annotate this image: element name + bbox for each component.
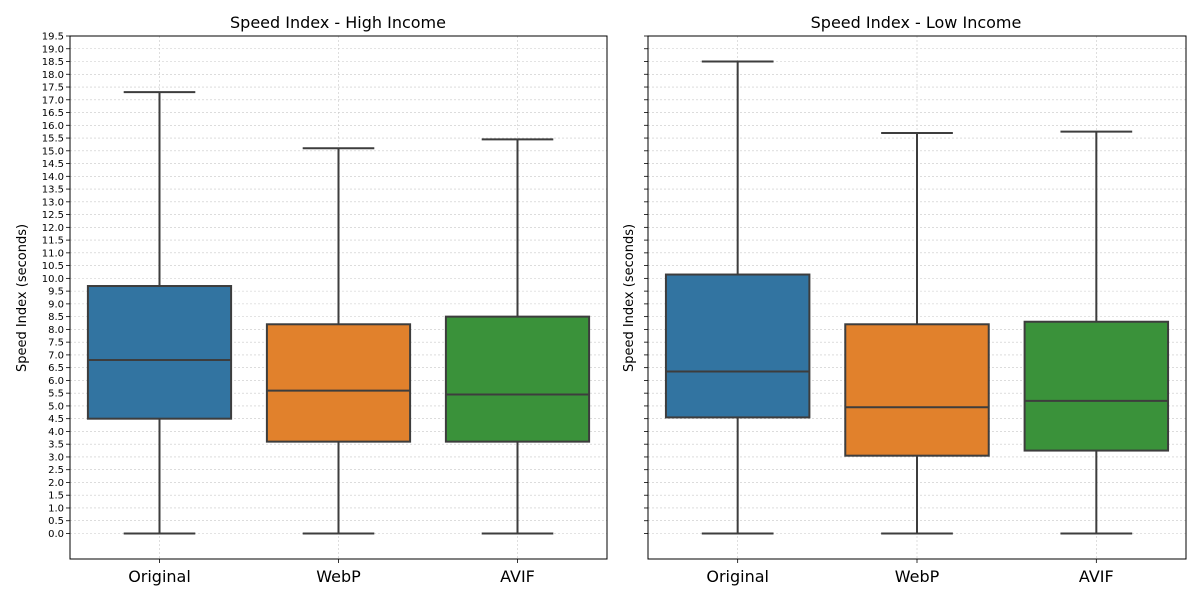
iqr-box	[1023, 320, 1170, 452]
plot-frame-high-income	[69, 35, 608, 560]
y-tick-label: 10.5	[42, 261, 64, 272]
box-avif-low-income	[1023, 130, 1170, 535]
y-tick-label: 11.0	[42, 248, 64, 259]
x-tick-label-avif: AVIF	[1079, 567, 1114, 586]
y-tick-label: 2.0	[48, 478, 64, 489]
y-tick-label: 19.5	[42, 32, 64, 43]
y-tick-label: 11.5	[42, 236, 64, 247]
y-tick-label: 12.5	[42, 210, 64, 221]
iqr-box	[664, 273, 811, 419]
y-tick-label: 9.0	[48, 299, 64, 310]
chart-title-low-income: Speed Index - Low Income	[811, 13, 1022, 32]
y-tick-label: 15.0	[42, 146, 64, 157]
y-tick-label: 5.5	[48, 389, 64, 400]
box-original-high-income	[86, 91, 233, 535]
y-tick-label: 17.5	[42, 83, 64, 94]
y-tick-label: 9.5	[48, 287, 64, 298]
y-tick-label: 13.0	[42, 197, 64, 208]
panel-high-income: Speed Index - High Income Speed Index (s…	[15, 13, 608, 586]
y-tick-label: 17.0	[42, 95, 64, 106]
y-tick-label: 14.0	[42, 172, 64, 183]
y-tick-label: 12.0	[42, 223, 64, 234]
y-tick-label: 16.0	[42, 121, 64, 132]
y-tick-label: 10.0	[42, 274, 64, 285]
x-tick-label-original: Original	[706, 567, 769, 586]
y-tick-label: 18.5	[42, 57, 64, 68]
y-tick-label: 1.5	[48, 491, 64, 502]
y-tick-label: 4.0	[48, 427, 64, 438]
box-webp-low-income	[844, 131, 990, 535]
y-tick-label: 0.5	[48, 516, 64, 527]
y-tick-label: 7.0	[48, 350, 64, 361]
y-tick-label: 6.0	[48, 376, 64, 387]
y-tick-label: 0.0	[48, 529, 64, 540]
y-tick-label: 13.5	[42, 185, 64, 196]
y-tick-label: 8.5	[48, 312, 64, 323]
y-tick-label: 15.5	[42, 134, 64, 145]
y-tick-label: 6.5	[48, 363, 64, 374]
y-axis-label-high-income: Speed Index (seconds)	[15, 224, 30, 372]
y-tick-label: 3.5	[48, 440, 64, 451]
box-original-low-income	[664, 60, 811, 535]
y-tick-label: 5.0	[48, 401, 64, 412]
iqr-box	[86, 285, 233, 420]
plot-frame-low-income	[647, 35, 1187, 560]
x-tick-label-webp: WebP	[895, 567, 940, 586]
panel-low-income: Speed Index - Low Income Speed Index (se…	[622, 13, 1187, 586]
y-tick-label: 8.0	[48, 325, 64, 336]
x-tick-label-original: Original	[128, 567, 191, 586]
y-tick-label: 1.0	[48, 503, 64, 514]
chart-title-high-income: Speed Index - High Income	[230, 13, 446, 32]
y-tick-label: 19.0	[42, 44, 64, 55]
box-webp-high-income	[265, 147, 412, 535]
y-tick-label: 2.5	[48, 465, 64, 476]
x-tick-label-avif: AVIF	[500, 567, 535, 586]
y-tick-label: 16.5	[42, 108, 64, 119]
y-tick-label: 3.0	[48, 452, 64, 463]
y-tick-label: 7.5	[48, 338, 64, 349]
iqr-box	[444, 315, 591, 443]
y-tick-label: 4.5	[48, 414, 64, 425]
y-tick-label: 14.5	[42, 159, 64, 170]
iqr-box	[844, 323, 990, 457]
y-axis-label-low-income: Speed Index (seconds)	[622, 224, 637, 372]
x-tick-label-webp: WebP	[316, 567, 361, 586]
y-tick-label: 18.0	[42, 70, 64, 81]
box-avif-high-income	[444, 138, 591, 535]
iqr-box	[265, 323, 412, 443]
